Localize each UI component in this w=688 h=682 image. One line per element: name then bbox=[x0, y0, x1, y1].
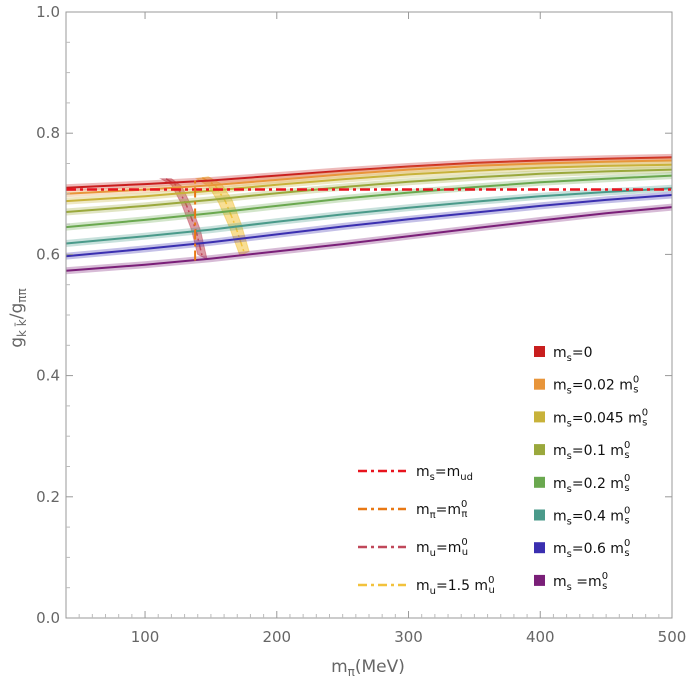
band-center-line bbox=[165, 178, 204, 257]
y-tick-label: 0.2 bbox=[36, 488, 60, 506]
x-tick-label: 500 bbox=[658, 628, 687, 646]
x-tick-label: 300 bbox=[394, 628, 423, 646]
y-tick-label: 0.6 bbox=[36, 245, 60, 263]
series-line bbox=[65, 206, 673, 272]
legend-label: ms=0.02 m0 s bbox=[553, 375, 639, 397]
legend-label: ms=0.1 m0 s bbox=[553, 440, 630, 462]
series-line bbox=[65, 187, 673, 245]
series-line bbox=[65, 159, 673, 195]
legend-label: mπ=m0 π bbox=[416, 499, 467, 521]
legend-label: mu=m0 u bbox=[416, 537, 468, 559]
legend-label: ms=mud bbox=[416, 464, 473, 483]
band-area bbox=[194, 176, 250, 257]
series-line bbox=[65, 168, 673, 213]
y-tick-label: 0.0 bbox=[36, 609, 60, 627]
y-tick-label: 1.0 bbox=[36, 3, 60, 21]
plot-frame bbox=[65, 11, 673, 619]
legend-label: ms=0.2 m0 s bbox=[553, 473, 630, 495]
x-tick-label: 100 bbox=[131, 628, 160, 646]
legend-swatch bbox=[534, 346, 545, 357]
y-axis-title: gk k̄/gππ bbox=[7, 288, 29, 348]
legend: ms=0 ms=0.02 m0 s ms=0.045 m0 s ms=0.1 m0 s ms=… bbox=[358, 345, 648, 597]
legend-swatch bbox=[534, 411, 545, 423]
legend-label: ms=0 bbox=[553, 345, 593, 364]
y-tick-label: 0.8 bbox=[36, 124, 60, 142]
series-line bbox=[65, 163, 673, 203]
x-axis-title: mπ(MeV) bbox=[331, 657, 405, 679]
y-tick-label: 0.4 bbox=[36, 367, 60, 385]
legend-label: mu=1.5 m0 u bbox=[416, 575, 495, 597]
axis-ticks: 100 200 300 400 500 0.0 0.2 0.4 0.6 0.8 1.0 bbox=[36, 3, 686, 646]
x-tick-label: 400 bbox=[526, 628, 555, 646]
legend-swatch bbox=[534, 378, 545, 390]
legend-swatch bbox=[534, 476, 545, 488]
series-lines bbox=[65, 153, 673, 275]
x-tick-label: 200 bbox=[262, 628, 291, 646]
series-line bbox=[65, 156, 673, 189]
series-line bbox=[65, 194, 673, 258]
band-center-line bbox=[201, 177, 246, 254]
legend-label: ms=0.045 m0 s bbox=[553, 407, 648, 429]
legend-swatch bbox=[534, 574, 545, 586]
legend-label: ms=0.6 m0 s bbox=[553, 538, 630, 560]
legend-swatch bbox=[534, 444, 545, 456]
legend-label: ms =m0 s bbox=[553, 571, 608, 593]
legend-swatch bbox=[534, 509, 545, 521]
legend-swatch bbox=[534, 542, 545, 554]
reference-lines bbox=[66, 178, 672, 261]
legend-label: ms=0.4 m0 s bbox=[553, 506, 630, 528]
series-line bbox=[65, 174, 673, 229]
